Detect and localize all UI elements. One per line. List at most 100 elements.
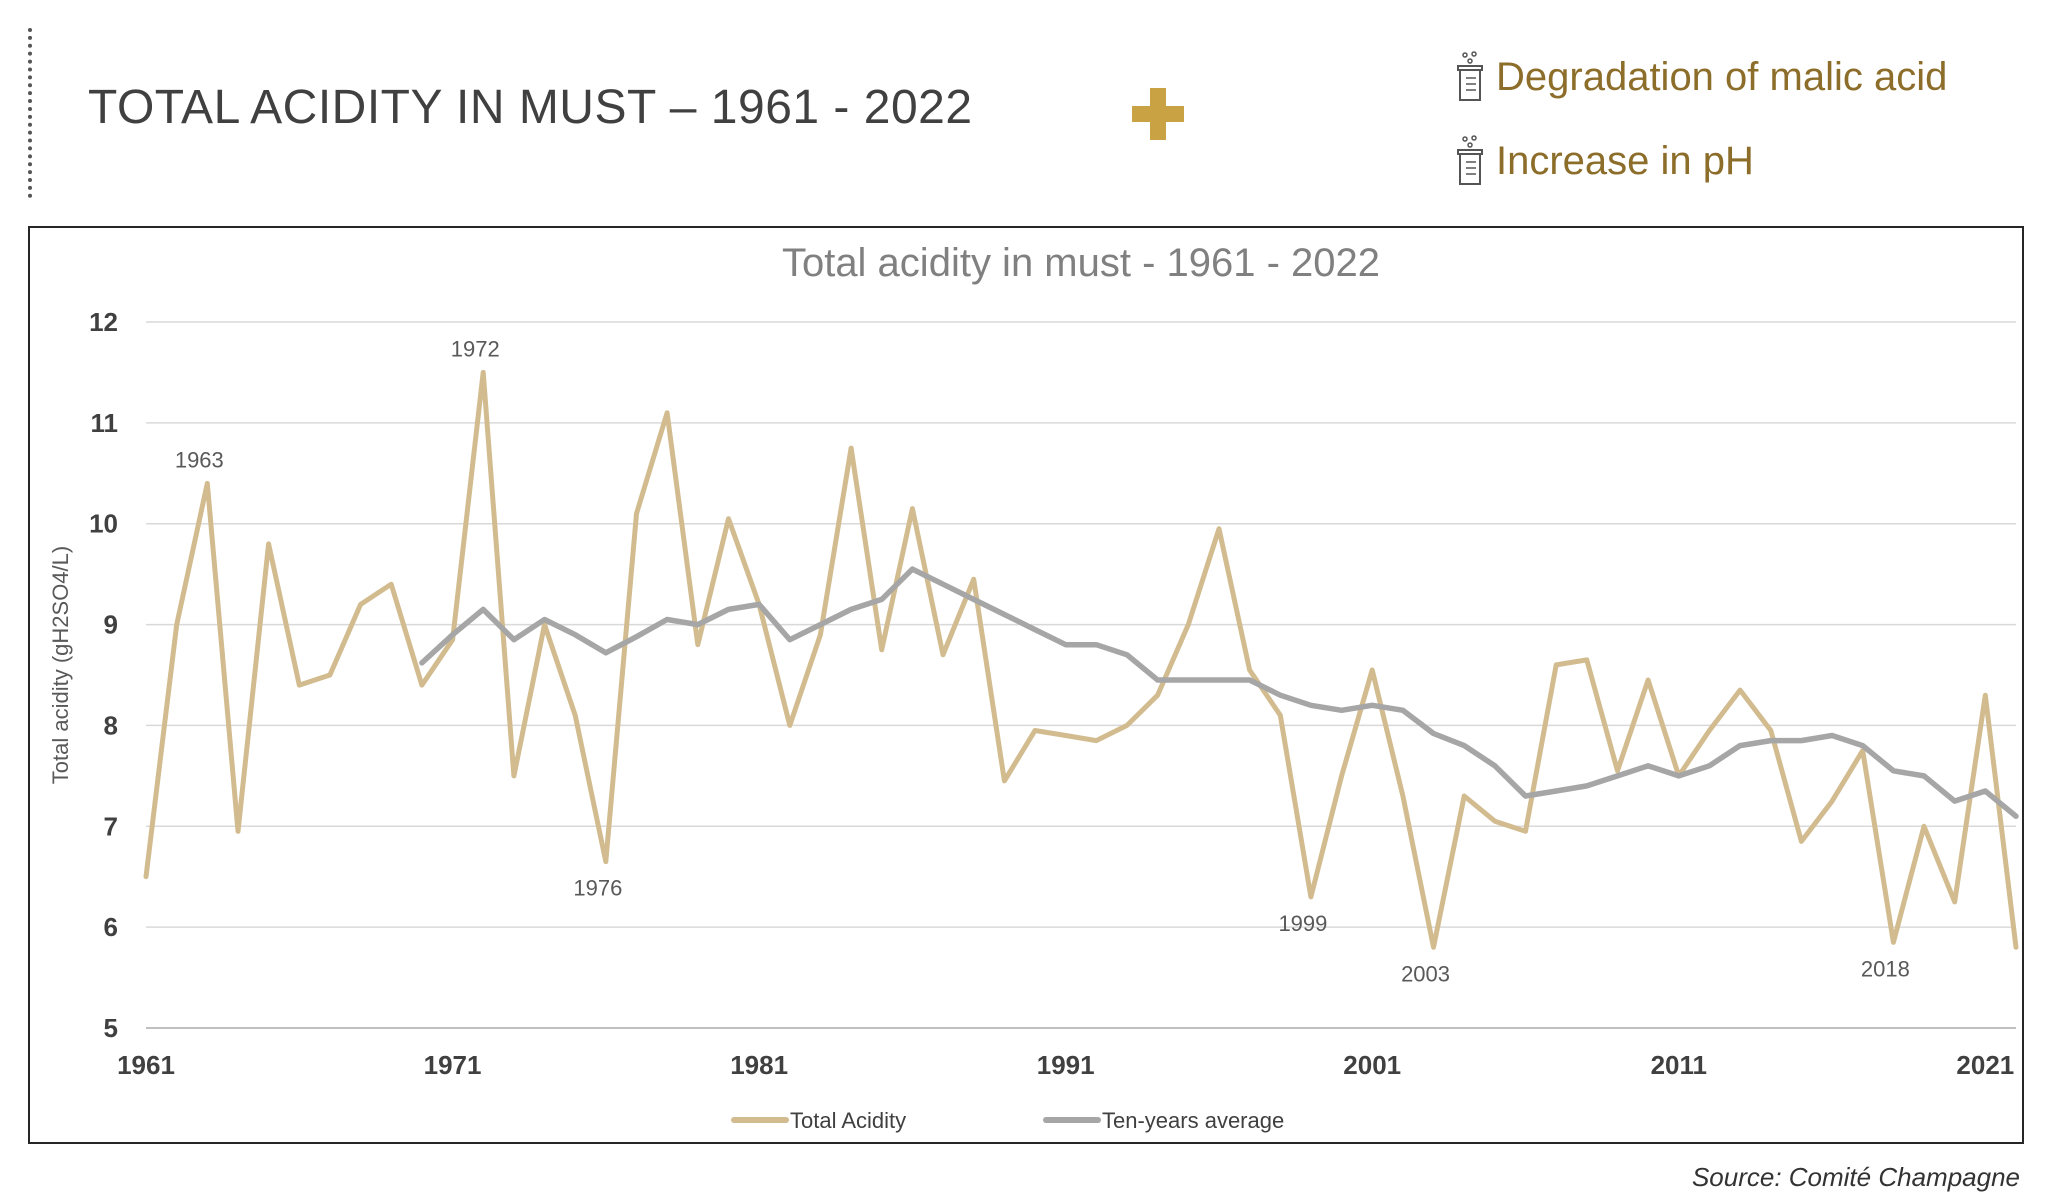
y-tick-label: 9: [104, 610, 118, 640]
data-point-ten-year-average: [1124, 652, 1130, 658]
data-point-total-acidity: [1798, 838, 1804, 844]
note-text-malic-acid: Degradation of malic acid: [1496, 54, 1948, 99]
data-point-ten-year-average: [1676, 773, 1682, 779]
data-point-ten-year-average: [1369, 702, 1375, 708]
data-point-total-acidity: [419, 682, 425, 688]
series-line-total-acidity: [143, 369, 2019, 950]
data-point-ten-year-average: [1155, 677, 1161, 683]
data-point-ten-year-average: [940, 581, 946, 587]
data-point-ten-year-average: [1461, 743, 1467, 749]
data-point-ten-year-average: [1032, 627, 1038, 633]
data-point-ten-year-average: [511, 637, 517, 643]
data-point-ten-year-average: [1706, 763, 1712, 769]
data-point-ten-year-average: [1952, 798, 1958, 804]
y-tick-label: 10: [89, 509, 118, 539]
data-point-total-acidity: [480, 369, 486, 375]
data-point-total-acidity: [204, 480, 210, 486]
beaker-icon: [1457, 135, 1483, 185]
data-point-total-acidity: [879, 647, 885, 653]
data-point-ten-year-average: [1523, 793, 1529, 799]
data-point-ten-year-average: [1614, 773, 1620, 779]
data-point-ten-year-average: [1737, 743, 1743, 749]
data-point-total-acidity: [511, 773, 517, 779]
data-point-total-acidity: [1982, 692, 1988, 698]
data-point-ten-year-average: [603, 650, 609, 656]
data-point-total-acidity: [1216, 526, 1222, 532]
data-point-total-acidity: [1645, 677, 1651, 683]
data-point-total-acidity: [1308, 894, 1314, 900]
data-point-total-acidity: [1400, 793, 1406, 799]
data-point-total-acidity: [1124, 722, 1130, 728]
data-point-ten-year-average: [879, 596, 885, 602]
data-point-ten-year-average: [725, 606, 731, 612]
data-point-total-acidity: [1492, 818, 1498, 824]
data-point-ten-year-average: [756, 601, 762, 607]
slide-title: TOTAL ACIDITY IN MUST – 1961 - 2022: [88, 81, 973, 134]
data-point-total-acidity: [787, 722, 793, 728]
data-point-total-acidity: [327, 672, 333, 678]
note-ph: Increase in pH: [1454, 134, 1754, 188]
acidity-line-chart: Total acidity in must - 1961 - 2022 5 6 7 8 9…: [48, 241, 2019, 1133]
data-point-total-acidity: [1369, 667, 1375, 673]
data-point-ten-year-average: [480, 606, 486, 612]
divider-rule: [28, 28, 32, 198]
data-point-total-acidity: [909, 506, 915, 512]
data-point-ten-year-average: [817, 622, 823, 628]
y-tick-label: 8: [104, 710, 118, 740]
data-point-total-acidity: [664, 410, 670, 416]
y-tick-label: 6: [104, 912, 118, 942]
data-point-ten-year-average: [1400, 707, 1406, 713]
x-tick-label: 2021: [1956, 1050, 2014, 1080]
data-point-total-acidity: [1553, 662, 1559, 668]
data-point-ten-year-average: [1063, 642, 1069, 648]
data-point-ten-year-average: [1768, 738, 1774, 744]
data-point-ten-year-average: [1890, 768, 1896, 774]
data-point-total-acidity: [1247, 667, 1253, 673]
data-point-total-acidity: [603, 859, 609, 865]
chart-title: Total acidity in must - 1961 - 2022: [782, 241, 1380, 285]
data-point-ten-year-average: [1553, 788, 1559, 794]
data-point-total-acidity: [1890, 939, 1896, 945]
data-point-total-acidity: [358, 601, 364, 607]
data-point-ten-year-average: [1216, 677, 1222, 683]
data-point-ten-year-average: [1093, 642, 1099, 648]
chart-frame: Total acidity in must - 1961 - 2022 5 6 7 8 9…: [28, 226, 2024, 1144]
y-tick-label: 7: [104, 811, 118, 841]
data-point-ten-year-average: [787, 637, 793, 643]
y-tick-label: 12: [89, 307, 118, 337]
data-point-total-acidity: [266, 541, 272, 547]
data-point-total-acidity: [1921, 823, 1927, 829]
data-point-total-acidity: [1768, 727, 1774, 733]
data-point-ten-year-average: [1829, 733, 1835, 739]
data-point-total-acidity: [1277, 712, 1283, 718]
data-point-total-acidity: [1461, 793, 1467, 799]
data-point-total-acidity: [817, 632, 823, 638]
data-point-total-acidity: [1584, 657, 1590, 663]
data-point-total-acidity: [1829, 798, 1835, 804]
data-point-total-acidity: [1737, 687, 1743, 693]
data-point-total-acidity: [235, 828, 241, 834]
data-point-total-acidity: [1431, 944, 1437, 950]
data-point-ten-year-average: [909, 566, 915, 572]
data-point-ten-year-average: [1982, 788, 1988, 794]
data-point-total-acidity: [1339, 773, 1345, 779]
data-point-total-acidity: [296, 682, 302, 688]
annotation-label: 1963: [175, 447, 224, 472]
data-point-ten-year-average: [1277, 692, 1283, 698]
x-tick-label: 2001: [1343, 1050, 1401, 1080]
data-point-ten-year-average: [1431, 730, 1437, 736]
data-point-ten-year-average: [1308, 702, 1314, 708]
x-tick-label: 1971: [424, 1050, 482, 1080]
data-point-ten-year-average: [1798, 738, 1804, 744]
annotation-label: 2018: [1861, 956, 1910, 981]
y-axis-label: Total acidity (gH2SO4/L): [48, 546, 73, 784]
data-point-total-acidity: [1063, 733, 1069, 739]
data-point-ten-year-average: [450, 632, 456, 638]
data-point-total-acidity: [1523, 828, 1529, 834]
data-point-total-acidity: [1001, 778, 1007, 784]
data-point-total-acidity: [725, 516, 731, 522]
data-point-total-acidity: [1185, 622, 1191, 628]
data-point-ten-year-average: [2013, 813, 2019, 819]
data-point-ten-year-average: [633, 634, 639, 640]
data-point-total-acidity: [1706, 727, 1712, 733]
